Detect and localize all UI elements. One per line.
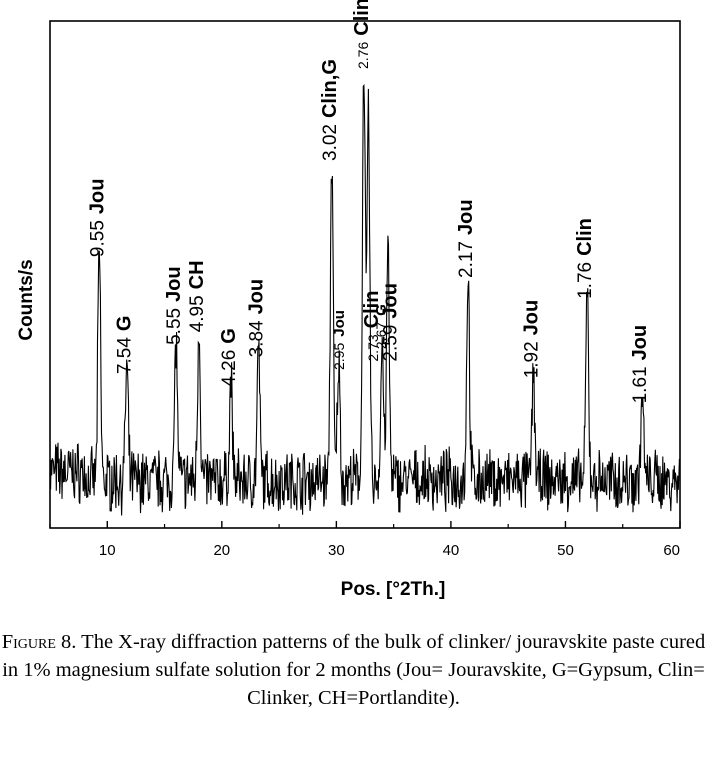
- peak-phase: Jou: [246, 279, 268, 315]
- peak-label: 1.76 Clin: [574, 218, 596, 299]
- peak-phase: Clin: [361, 291, 383, 329]
- peak-phase: Jou: [520, 300, 542, 336]
- peak-label: 9.55 Jou: [86, 179, 108, 258]
- peak-d-spacing: 4.95: [187, 295, 208, 332]
- figure-label: Figure 8.: [1, 631, 77, 653]
- peak-d-spacing: 2.73: [365, 334, 381, 361]
- peak-phase: G: [218, 328, 240, 344]
- peak-d-spacing: 1.76: [575, 262, 596, 299]
- plot-frame: [49, 20, 681, 529]
- x-axis-title: Pos. [°2Th.]: [341, 579, 446, 600]
- peak-label: 2.73 Clin: [361, 291, 383, 362]
- peak-label: 2.67 G: [373, 304, 390, 349]
- y-axis-title: Counts/s: [16, 259, 37, 340]
- diffraction-pattern-line: [49, 84, 681, 516]
- peak-label: 4.95 CH: [186, 260, 208, 332]
- x-tick-label: 10: [99, 542, 116, 559]
- x-axis-ticks: 10 20 30 40 50 60: [49, 521, 681, 559]
- x-tick-label: 30: [328, 542, 345, 559]
- peak-label: 3.84 Jou: [246, 279, 268, 358]
- peak-label: 5.55 Jou: [163, 266, 185, 345]
- peak-d-spacing: 2.67: [373, 322, 389, 349]
- peak-label: 2.59 Jou: [380, 283, 402, 362]
- peak-phase: Jou: [163, 266, 185, 302]
- peak-d-spacing: 2.95: [331, 343, 347, 370]
- peak-d-spacing: 7.54: [115, 337, 136, 374]
- peak-label: 2.95 Jou: [331, 310, 348, 370]
- peak-label: 2.17 Jou: [455, 199, 477, 278]
- peak-phase: G: [114, 316, 136, 332]
- peak-phase: Jou: [86, 179, 108, 215]
- peak-d-spacing: 4.26: [219, 350, 240, 387]
- x-tick-label: 40: [443, 542, 460, 559]
- peak-d-spacing: 5.55: [164, 308, 185, 345]
- peak-phase: Clin,G: [319, 59, 341, 118]
- peak-phase: Clin: [574, 218, 596, 256]
- peak-label: 2.76 Clin: [351, 0, 373, 69]
- peak-label: 1.61 Jou: [629, 325, 651, 404]
- peak-label: 1.92 Jou: [520, 300, 542, 379]
- x-tick-label: 60: [663, 542, 680, 559]
- peak-phase: Clin: [351, 0, 373, 36]
- peak-phase: Jou: [455, 199, 477, 235]
- peak-d-spacing: 3.84: [247, 320, 268, 357]
- x-tick-label: 20: [213, 542, 230, 559]
- peak-label: 7.54 G: [114, 316, 136, 375]
- peak-phase: Jou: [629, 325, 651, 361]
- peak-d-spacing: 9.55: [87, 220, 108, 257]
- x-tick-label: 50: [557, 542, 574, 559]
- caption-text: The X-ray diffraction patterns of the bu…: [2, 631, 706, 709]
- peak-phase: G: [373, 304, 390, 316]
- peak-label: 4.26 G: [218, 328, 240, 387]
- peak-label: 3.02 Clin,G: [319, 59, 341, 161]
- figure-caption: Figure 8. The X-ray diffraction patterns…: [0, 628, 707, 712]
- peak-d-spacing: 2.17: [456, 241, 477, 278]
- peak-d-spacing: 1.61: [630, 366, 651, 403]
- peak-phase: Jou: [331, 310, 348, 337]
- peak-d-spacing: 1.92: [521, 341, 542, 378]
- peak-d-spacing: 2.76: [355, 42, 371, 69]
- peak-phase: Jou: [380, 283, 402, 319]
- peak-phase: CH: [186, 260, 208, 289]
- peak-d-spacing: 2.59: [381, 325, 402, 362]
- peak-d-spacing: 3.02: [320, 124, 341, 161]
